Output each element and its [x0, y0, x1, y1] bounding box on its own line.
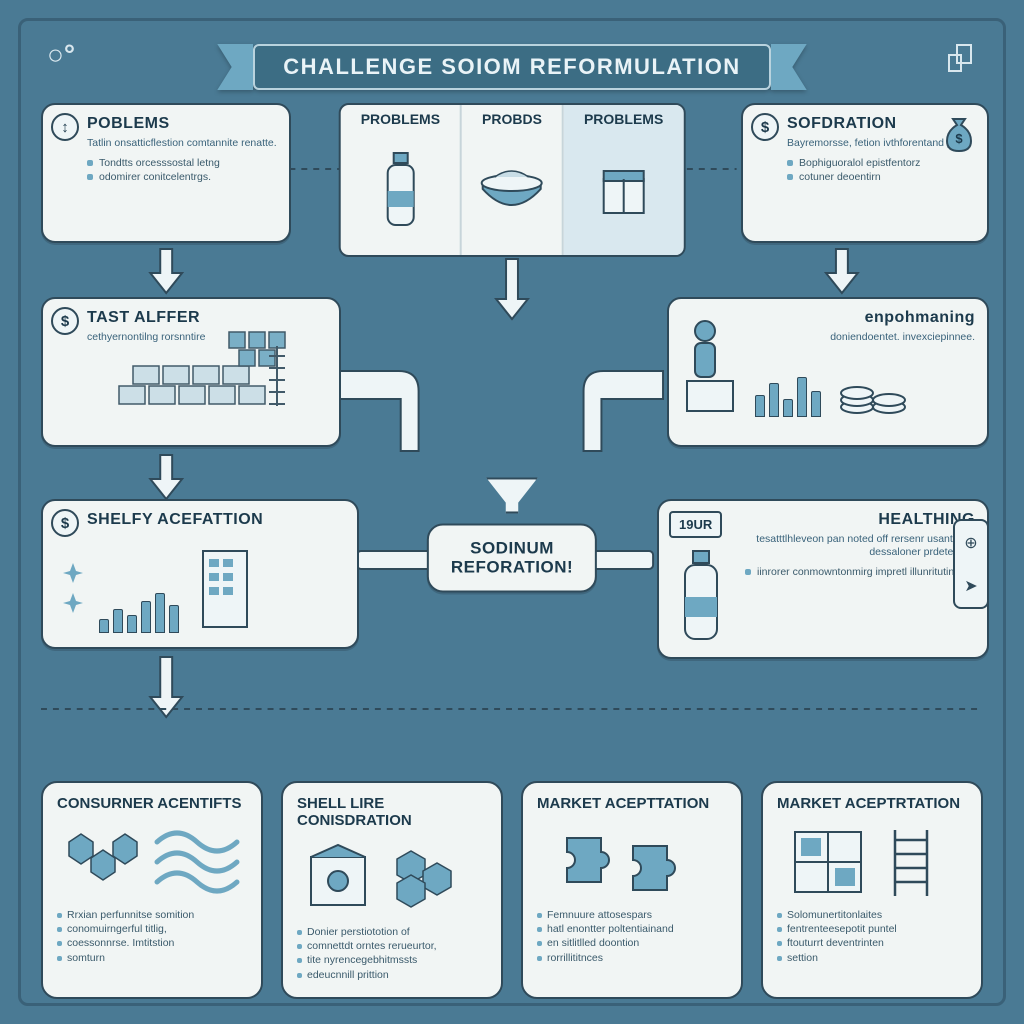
worker-icon [683, 317, 737, 417]
card-title: MARKET ACEPTRTATION [777, 795, 967, 812]
bullet: tite nyrencegebhitmssts [297, 953, 487, 967]
moneybag-icon: $ [941, 113, 977, 153]
ribbon-right-icon [771, 44, 807, 90]
bullet: rorrillititnces [537, 951, 727, 965]
tab-label: PROBDS [482, 111, 542, 127]
card-sofdration: $ SOFDRATION Bayremorsse, fetion ivthfor… [741, 103, 989, 243]
hex-waves-icon [57, 818, 247, 908]
card-shelfy-acefattion: $ SHELFY ACEFATTION [41, 499, 359, 649]
bullet: hatl enontter poltentiainand [537, 922, 727, 936]
header: ○° CHALLENGE SOIOM REFORMULATION [41, 35, 983, 99]
updown-icon: ↕ [51, 113, 79, 141]
ribbon-left-icon [217, 44, 253, 90]
coins-icon [839, 367, 909, 417]
bullet: Rrxian perfunnitse somition [57, 908, 247, 922]
bullet: Bophiguoralol epistfentorz [787, 156, 975, 170]
card-bullets: Donier perstiototion of comnettdt orntes… [297, 925, 487, 982]
puzzle-icon [537, 818, 727, 908]
card-subtitle: tesatttlhleveon pan noted off rersenr us… [745, 533, 975, 559]
bars-and-building-graphic [63, 543, 255, 633]
tab-label: PROBLEMS [584, 111, 663, 127]
tab-problems-2: PROBDS [462, 105, 564, 255]
bar-chart-icon [755, 369, 821, 417]
banner-title: CHALLENGE SOIOM REFORMULATION [253, 44, 770, 90]
side-gadget: ⊕ ➤ [953, 519, 989, 609]
card-shell-lire: SHELL LIRE CONISDRATION Donier perstioto… [281, 781, 503, 999]
problems-tab-group: PROBLEMS PROBDS PROBLEMS [339, 103, 686, 257]
card-market-1: MARKET ACEPTTATION Femnuure attosespars … [521, 781, 743, 999]
hub-line1: SODINUM [470, 538, 554, 557]
bullet: Tondtts orcesssostal letng [87, 156, 277, 170]
card-bullets: Femnuure attosespars hatl enontter polte… [537, 908, 727, 965]
card-consumer-acentifts: CONSURNER ACENTIFTS Rrxian perfunnitse s… [41, 781, 263, 999]
svg-text:$: $ [955, 131, 963, 146]
plug-icon: ⊕ [964, 533, 977, 553]
dollar-icon: $ [751, 113, 779, 141]
window-ladder-icon [777, 818, 967, 908]
card-title: HEALTHING [745, 511, 975, 529]
card-title: CONSURNER ACENTIFTS [57, 795, 247, 812]
hub-line2: REFORATION! [451, 557, 573, 576]
card-tast-alffer: $ TAST ALFFER cethyernontilng rorsnntire [41, 297, 341, 447]
canvas: PROBLEMS PROBDS PROBLEMS ↕ POBLEMS [41, 99, 983, 999]
bullet: somturn [57, 951, 247, 965]
blocks-graphic [89, 309, 329, 435]
tab-label: PROBLEMS [361, 111, 440, 127]
bottle-icon [341, 135, 460, 247]
card-bullets: iinrorer conmowntonmirg impretl illunrit… [745, 565, 975, 579]
dollar-icon: $ [51, 509, 79, 537]
hub: SODINUM REFORATION! [427, 477, 597, 592]
hub-label: SODINUM REFORATION! [427, 523, 597, 592]
bullet: Donier perstiototion of [297, 925, 487, 939]
card-title: MARKET ACEPTTATION [537, 795, 727, 812]
bullet: odomirer conitcelentrgs. [87, 170, 277, 184]
files-icon [943, 41, 977, 75]
bullet: comnettdt orntes rerueurtor, [297, 939, 487, 953]
bullet: cotuner deoentirn [787, 170, 975, 184]
tab-problems-3: PROBLEMS [564, 105, 683, 255]
infographic-frame: ○° CHALLENGE SOIOM REFORMULATION [18, 18, 1006, 1006]
dollar-icon: $ [51, 307, 79, 335]
funnel-icon [486, 477, 538, 513]
card-bullets: Bophiguoralol epistfentorz cotuner deoen… [787, 156, 975, 184]
bullet: conomuirngerful titlig, [57, 922, 247, 936]
sparkle-icon [63, 563, 83, 633]
bullet: edeucnnill prittion [297, 968, 487, 982]
title-banner: CHALLENGE SOIOM REFORMULATION [217, 44, 806, 90]
card-market-2: MARKET ACEPTRTATION Solomunertitonlaites… [761, 781, 983, 999]
bar-chart-icon [99, 563, 179, 633]
card-enpohmaning: enpohmaning doniendoentet. invexciepinne… [667, 297, 989, 447]
bottle-icon [673, 549, 729, 645]
card-problems-top-left: ↕ POBLEMS Tatlin onsatticflestion comtan… [41, 103, 291, 243]
dots-icon: ○° [47, 39, 75, 71]
arrow-icon: ➤ [964, 576, 977, 596]
price-tag: 19UR [669, 511, 722, 538]
card-subtitle: Tatlin onsatticflestion comtannite renat… [87, 137, 277, 150]
bullet: en sitlitlled doontion [537, 936, 727, 950]
bullet: settion [777, 951, 967, 965]
bullet: coessonnrse. Imtitstion [57, 936, 247, 950]
bowl-icon [462, 135, 562, 247]
box-icon [564, 135, 683, 247]
building-icon [195, 543, 255, 633]
card-bullets: Solomunertitonlaites fentrenteesepotit p… [777, 908, 967, 965]
card-bullets: Rrxian perfunnitse somition conomuirnger… [57, 908, 247, 965]
bullet: fentrenteesepotit puntel [777, 922, 967, 936]
package-hex-icon [297, 835, 487, 925]
card-title: SHELL LIRE CONISDRATION [297, 795, 487, 829]
bullet: iinrorer conmowntonmirg impretl illunrit… [745, 565, 975, 579]
bullet: Femnuure attosespars [537, 908, 727, 922]
card-bullets: Tondtts orcesssostal letng odomirer coni… [87, 156, 277, 184]
card-healthing: 19UR HEALTHING tesatttlhleveon pan noted… [657, 499, 989, 659]
bottom-row: CONSURNER ACENTIFTS Rrxian perfunnitse s… [41, 781, 983, 999]
bullet: Solomunertitonlaites [777, 908, 967, 922]
bar-and-coins-graphic [683, 317, 909, 417]
card-title: POBLEMS [87, 115, 277, 133]
tab-problems-1: PROBLEMS [341, 105, 462, 255]
bullet: ftouturrt deventrinten [777, 936, 967, 950]
card-title: SHELFY ACEFATTION [87, 511, 345, 529]
